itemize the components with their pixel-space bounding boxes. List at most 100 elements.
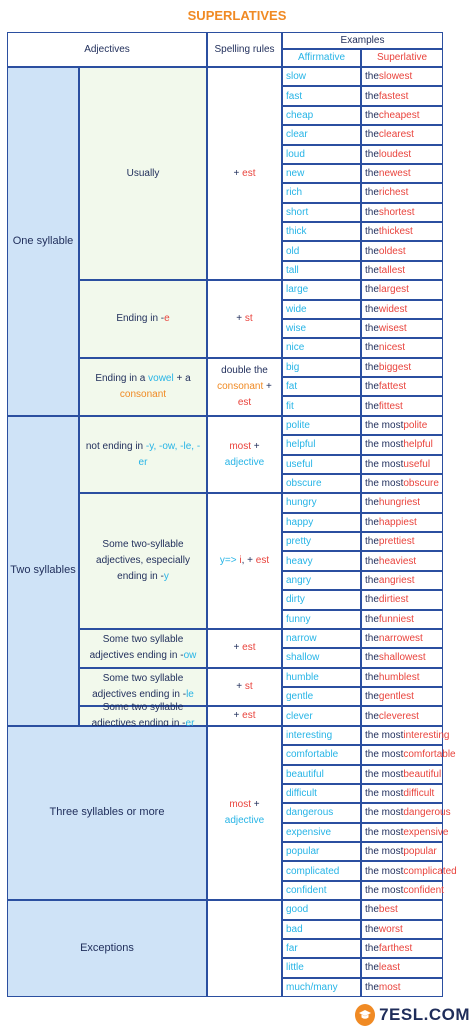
- superlative-pre: the: [365, 943, 379, 955]
- text-fragment: est: [255, 555, 270, 567]
- superlative-suf: iest: [400, 555, 417, 567]
- text-fragment: ow: [183, 650, 197, 662]
- superlative-word: the worst: [361, 919, 443, 939]
- superlatives-table: Adjectives Spelling rules Examples Affir…: [7, 32, 457, 997]
- superlative-suf: most: [378, 981, 401, 993]
- superlative-pre: the: [365, 962, 379, 974]
- superlative-base: expensive: [403, 826, 449, 838]
- superlative-word: the funn iest: [361, 609, 443, 629]
- affirmative-word: big: [282, 357, 361, 377]
- superlative-suf: iest: [404, 497, 421, 509]
- superlative-pre: the: [365, 594, 379, 606]
- text-fragment: +: [236, 681, 245, 692]
- text-fragment: + a: [173, 372, 191, 384]
- header-examples: Examples: [282, 32, 443, 49]
- superlative-pre: the: [365, 168, 379, 180]
- superlative-base: shallow: [378, 652, 413, 664]
- text-fragment: , +: [241, 555, 256, 567]
- affirmative-word: new: [282, 163, 361, 184]
- superlative-pre: the: [365, 381, 379, 393]
- superlative-base: cheap: [378, 109, 407, 121]
- superlative-word: the rich est: [361, 183, 443, 203]
- superlative-word: the most comfortable: [361, 745, 456, 765]
- superlative-word: the fat test: [361, 377, 443, 397]
- superlative-pre: the: [365, 516, 379, 528]
- superlative-pre: the most: [365, 419, 404, 431]
- superlative-suf: best: [378, 904, 398, 916]
- superlative-word: the wise st: [361, 318, 443, 339]
- affirmative-word: angry: [282, 570, 361, 591]
- affirmative-word: interesting: [282, 725, 361, 746]
- superlative-suf: est: [398, 71, 413, 83]
- superlative-word: the most interesting: [361, 725, 450, 746]
- superlative-word: the most complicated: [361, 861, 457, 881]
- affirmative-word: fat: [282, 377, 361, 397]
- superlative-suf: est: [399, 226, 413, 238]
- superlative-word: the tall est: [361, 260, 443, 281]
- superlative-suf: test: [386, 400, 403, 412]
- superlative-pre: the most: [365, 788, 404, 800]
- affirmative-word: humble: [282, 667, 361, 687]
- superlative-pre: the: [365, 671, 379, 683]
- brand-logo: 7ESL.COM: [355, 1003, 470, 1027]
- affirmative-word: loud: [282, 144, 361, 164]
- text-fragment: +: [233, 710, 243, 722]
- text-fragment: +: [233, 642, 243, 654]
- affirmative-word: useful: [282, 454, 361, 474]
- text-fragment: adjective: [224, 456, 265, 468]
- superlative-pre: the most: [365, 865, 404, 877]
- affirmative-word: much/many: [282, 977, 361, 997]
- superlative-pre: the: [365, 109, 379, 121]
- affirmative-word: comfortable: [282, 745, 361, 765]
- spelling-rule: + est: [207, 67, 282, 281]
- superlative-suf: iest: [398, 574, 415, 586]
- text-fragment: adjective: [224, 814, 265, 826]
- superlative-suf: st: [397, 342, 406, 354]
- rule-description: not ending in -y, -ow, -le, -er: [79, 415, 207, 494]
- superlative-word: the heav iest: [361, 551, 443, 571]
- affirmative-word: little: [282, 958, 361, 978]
- affirmative-word: difficult: [282, 783, 361, 804]
- superlative-base: fat: [378, 381, 391, 393]
- affirmative-word: happy: [282, 512, 361, 532]
- spelling-rule: most + adjective: [207, 725, 282, 901]
- superlative-pre: the most: [365, 884, 404, 896]
- superlative-pre: the most: [365, 729, 404, 741]
- affirmative-word: clear: [282, 125, 361, 145]
- superlative-word: the thick est: [361, 222, 443, 242]
- spelling-rule: y=> i, + est: [207, 493, 282, 629]
- superlative-pre: the: [365, 284, 379, 296]
- superlative-word: the least: [361, 958, 443, 978]
- superlative-suf: least: [378, 962, 401, 974]
- superlative-suf: est: [391, 264, 406, 276]
- superlative-suf: test: [390, 381, 407, 393]
- superlative-suf: farthest: [378, 943, 413, 955]
- text-fragment: not ending in: [85, 440, 146, 452]
- text-fragment: most: [229, 798, 252, 810]
- text-fragment: er: [185, 718, 195, 730]
- affirmative-word: polite: [282, 415, 361, 436]
- superlative-base: difficult: [403, 788, 435, 800]
- text-fragment: e: [164, 312, 170, 324]
- affirmative-word: fast: [282, 86, 361, 106]
- superlative-suf: worst: [378, 923, 403, 935]
- superlative-word: the most expensive: [361, 822, 448, 842]
- superlative-suf: st: [398, 323, 407, 335]
- superlative-suf: est: [400, 129, 414, 141]
- affirmative-word: shallow: [282, 648, 361, 668]
- text-fragment: consonant: [217, 380, 264, 392]
- superlative-pre: the: [365, 574, 379, 586]
- affirmative-word: popular: [282, 842, 361, 862]
- superlative-suf: st: [411, 671, 420, 683]
- superlative-pre: the: [365, 226, 379, 238]
- graduation-cap-icon: [355, 1004, 376, 1026]
- affirmative-word: bad: [282, 919, 361, 939]
- superlative-pre: the: [365, 981, 379, 993]
- rule-description: Some two-syllable adjectives, especially…: [79, 493, 207, 629]
- superlative-pre: the: [365, 400, 379, 412]
- superlative-word: the most polite: [361, 415, 443, 436]
- rule-description: Some two syllable adjectives ending in -…: [79, 628, 207, 668]
- group-label: Two syllables: [7, 415, 79, 726]
- superlative-word: the humble st: [361, 667, 443, 687]
- superlative-suf: est: [406, 109, 420, 121]
